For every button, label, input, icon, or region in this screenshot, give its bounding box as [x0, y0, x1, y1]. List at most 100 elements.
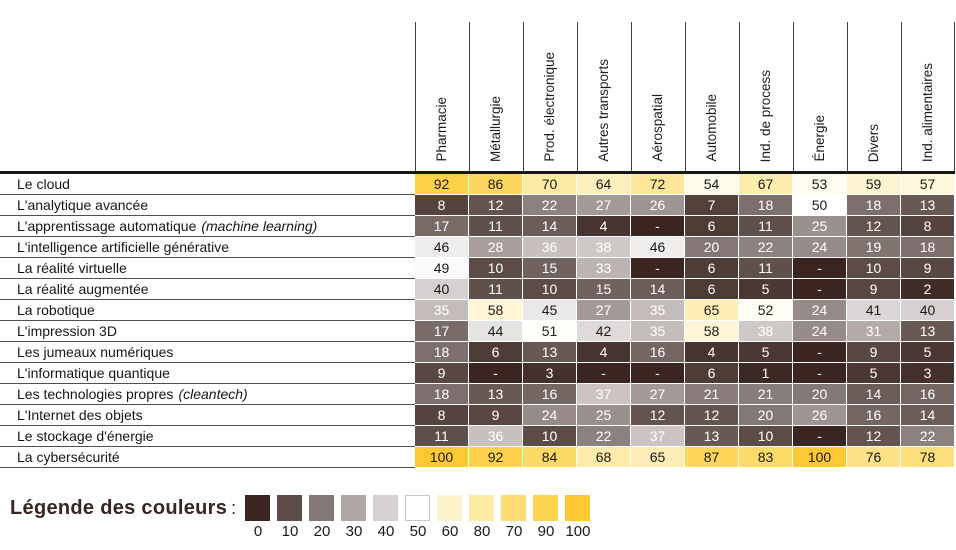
heatmap-cell: 3: [523, 363, 577, 384]
heatmap-cell: 67: [739, 174, 793, 195]
row-label-l-informatique-quantique: L'informatique quantique: [0, 363, 415, 384]
heatmap-cell: 6: [685, 258, 739, 279]
heatmap-cell: 11: [415, 426, 469, 447]
heatmap-cell: 10: [847, 258, 901, 279]
heatmap-cell: 100: [415, 447, 469, 468]
row-label-les-technologies-propres: Les technologies propres (cleantech): [0, 384, 415, 405]
heatmap-cell: 17: [415, 321, 469, 342]
heatmap-cell: 20: [739, 405, 793, 426]
heatmap-cell: 16: [901, 384, 955, 405]
heatmap-cell: 36: [469, 426, 523, 447]
heatmap-cell: 8: [415, 405, 469, 426]
legend-item: 60: [437, 495, 463, 540]
column-header-pharmacie: Pharmacie: [415, 22, 469, 171]
heatmap-cell: 5: [847, 363, 901, 384]
heatmap-cell: -: [793, 258, 847, 279]
heatmap-cell: 2: [901, 279, 955, 300]
heatmap-cell: -: [793, 342, 847, 363]
heatmap-cell: 24: [793, 300, 847, 321]
heatmap-cell: 70: [523, 174, 577, 195]
heatmap-cell: 7: [685, 195, 739, 216]
heatmap-column-headers: Pharmacie Métallurgie Prod. électronique Au…: [0, 22, 955, 171]
heatmap-cell: 9: [469, 405, 523, 426]
heatmap-cell: 11: [739, 216, 793, 237]
heatmap-cell: 10: [469, 258, 523, 279]
row-label-l-intelligence-artificielle-generative: L'intelligence artificielle générative: [0, 237, 415, 258]
legend-value-label: 80: [473, 523, 491, 540]
heatmap-cell: 41: [847, 300, 901, 321]
column-header-divers: Divers: [847, 22, 901, 171]
heatmap-cell: 45: [523, 300, 577, 321]
heatmap-cell: 11: [469, 216, 523, 237]
heatmap-cell: 76: [847, 447, 901, 468]
heatmap-cell: 37: [577, 384, 631, 405]
legend-swatch: [501, 495, 527, 521]
heatmap-cell: 46: [631, 237, 685, 258]
heatmap-cell: 58: [685, 321, 739, 342]
heatmap-cell: 5: [739, 279, 793, 300]
heatmap-cell: 84: [523, 447, 577, 468]
legend-swatches: 0 10 20 30 40 50 60 80 70 90 100: [245, 495, 591, 540]
heatmap-cell: -: [793, 279, 847, 300]
heatmap-cell: 14: [847, 384, 901, 405]
row-label-le-stockage-d-energie: Le stockage d'énergie: [0, 426, 415, 447]
heatmap-cell: 9: [847, 279, 901, 300]
row-label-le-cloud: Le cloud: [0, 174, 415, 195]
legend-value-label: 70: [505, 523, 523, 540]
heatmap-cell: 27: [577, 195, 631, 216]
heatmap-cell: 51: [523, 321, 577, 342]
heatmap-cell: 42: [577, 321, 631, 342]
heatmap-cell: 9: [415, 363, 469, 384]
heatmap-cell: 12: [847, 426, 901, 447]
heatmap-cell: 86: [469, 174, 523, 195]
legend-item: 40: [373, 495, 399, 540]
heatmap-cell: 10: [523, 279, 577, 300]
heatmap-cell: 50: [793, 195, 847, 216]
heatmap-cell: -: [793, 363, 847, 384]
legend-value-label: 0: [253, 523, 263, 540]
column-header-label: Ind. alimentaires: [919, 62, 935, 162]
heatmap-cell: 22: [523, 195, 577, 216]
heatmap-cell: 14: [523, 216, 577, 237]
row-label-text: La réalité augmentée: [17, 281, 149, 297]
legend-swatch: [405, 495, 431, 521]
row-label-l-apprentissage-automatique: L'apprentissage automatique (machine lear…: [0, 216, 415, 237]
heatmap-cell: 87: [685, 447, 739, 468]
legend-value-label: 30: [345, 523, 363, 540]
column-header-ind-de-process: Ind. de process: [739, 22, 793, 171]
heatmap-cell: 8: [901, 216, 955, 237]
heatmap-cell: 5: [901, 342, 955, 363]
heatmap-cell: 65: [631, 447, 685, 468]
legend-colon: :: [231, 498, 237, 518]
heatmap-cell: 21: [685, 384, 739, 405]
heatmap-cell: 21: [739, 384, 793, 405]
heatmap-cell: 24: [523, 405, 577, 426]
heatmap-cell: 44: [469, 321, 523, 342]
heatmap-cell: 54: [685, 174, 739, 195]
legend-swatch: [565, 495, 591, 521]
heatmap-cell: 26: [793, 405, 847, 426]
corner-spacer: [0, 22, 415, 171]
row-label-l-analytique-avancee: L'analytique avancée: [0, 195, 415, 216]
heatmap-cell: 58: [469, 300, 523, 321]
column-header-automobile: Automobile: [685, 22, 739, 171]
column-header-label: Automobile: [704, 94, 720, 162]
heatmap-cell: 6: [469, 342, 523, 363]
heatmap-cell: 35: [631, 321, 685, 342]
heatmap-cell: 14: [901, 405, 955, 426]
heatmap-cell: 4: [685, 342, 739, 363]
column-header-label: Ind. de process: [758, 69, 774, 162]
heatmap-cell: 13: [901, 195, 955, 216]
heatmap-cell: 4: [577, 342, 631, 363]
heatmap-cell: 22: [901, 426, 955, 447]
heatmap-cell: 92: [469, 447, 523, 468]
heatmap-cell: 37: [631, 426, 685, 447]
heatmap-cell: -: [631, 258, 685, 279]
heatmap-cell: 31: [847, 321, 901, 342]
heatmap-cell: 18: [739, 195, 793, 216]
heatmap-cell: 24: [793, 321, 847, 342]
heatmap-cell: 27: [631, 384, 685, 405]
row-label-la-robotique: La robotique: [0, 300, 415, 321]
heatmap-cell: -: [577, 363, 631, 384]
heatmap-cell: 18: [901, 237, 955, 258]
